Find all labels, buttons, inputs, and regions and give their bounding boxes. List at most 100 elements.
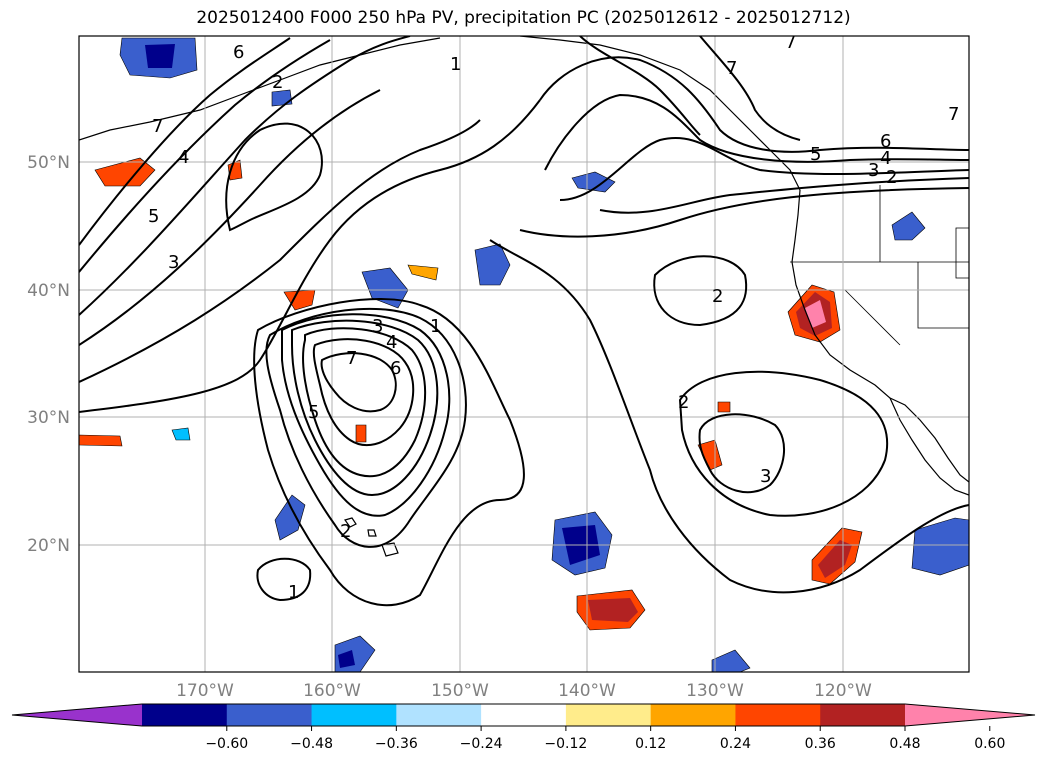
pv-contour-nw3 [79, 36, 411, 316]
contour-label: 3 [760, 466, 771, 487]
colorbar: −0.60 −0.48 −0.36 −0.24 −0.12 0.12 0.24 0.36 0.4… [11, 703, 1036, 752]
colorbar-extend-low [12, 704, 142, 726]
lon-label: 130°W [686, 681, 744, 701]
colorbar-ticks: −0.60 −0.48 −0.36 −0.24 −0.12 0.12 0.24 0.36 0.4… [205, 726, 1005, 752]
contour-label: 3 [868, 160, 879, 181]
colorbar-tick-label: 0.12 [635, 736, 666, 752]
contour-label: 4 [386, 332, 397, 353]
precip-pos-blob [407, 264, 439, 281]
contour-label: 7 [726, 58, 737, 79]
map-frame [78, 35, 970, 673]
colorbar-segment [481, 704, 567, 726]
pv-contour-nw4 [79, 89, 381, 346]
contour-label: 1 [288, 582, 299, 603]
contour-label: 6 [233, 42, 244, 63]
contour-label: 2 [886, 167, 897, 188]
contour-label: 7 [948, 104, 959, 125]
pv-contour-6 [312, 338, 415, 447]
colorbar-tick-label: −0.12 [544, 736, 587, 752]
lon-labels: 170°W 160°W 150°W 140°W 130°W 120°W [176, 681, 872, 701]
pv-contour-2a [653, 255, 748, 327]
grid-lines [79, 36, 969, 672]
pv-contour-top1 [579, 36, 701, 136]
contour-label: 2 [272, 72, 283, 93]
colorbar-tick-label: 0.24 [720, 736, 751, 752]
colorbar-tick-label: −0.60 [205, 736, 248, 752]
contour-label: 6 [390, 358, 401, 379]
pv-contour-e6 [489, 239, 969, 594]
colorbar-tick-label: −0.24 [460, 736, 503, 752]
precip-neg-blob [891, 211, 926, 241]
contour-label: 5 [308, 402, 319, 423]
contour-label: 3 [168, 252, 179, 273]
precip-neg-blob [274, 494, 306, 541]
contour-label: 7 [785, 32, 796, 53]
hawaii [344, 517, 399, 557]
pv-contour-2b [678, 370, 889, 517]
colorbar-segment [226, 704, 313, 726]
pv-contour-e5 [519, 187, 969, 238]
colorbar-fills [11, 703, 1036, 727]
pv-contour-1-south [256, 557, 312, 602]
pv-contour-loop [225, 122, 323, 232]
colorbar-tick-label: −0.36 [375, 736, 418, 752]
state-borders [790, 185, 969, 346]
west-coast [791, 189, 969, 496]
contour-label: 6 [880, 131, 891, 152]
colorbar-extend-high [905, 704, 1035, 726]
lat-label: 20°N [27, 536, 70, 556]
pv-contour-4 [291, 319, 439, 497]
colorbar-segment [311, 704, 397, 726]
contour-label: 3 [372, 316, 383, 337]
lon-label: 160°W [303, 681, 361, 701]
pv-contour-nw2 [79, 39, 331, 273]
colorbar-tick-label: −0.48 [290, 736, 333, 752]
pv-contour-e1 [539, 56, 969, 153]
pv-contour-3 [698, 413, 786, 494]
pv-contour-3 [281, 313, 451, 517]
colorbar-segment [142, 704, 228, 726]
pv-contour-e2 [544, 93, 969, 171]
pv-contour-1 [253, 298, 525, 607]
precip-neg-blob [474, 243, 511, 286]
pv-contour-7 [320, 352, 397, 413]
pv-contour-2 [265, 307, 467, 548]
colorbar-segment [565, 704, 652, 726]
precip-neg-blob [171, 427, 191, 441]
precip-pos-blob [79, 434, 123, 447]
lat-label: 30°N [27, 408, 70, 428]
pv-contour-top2 [699, 36, 801, 141]
contour-label: 4 [178, 147, 189, 168]
precip-neg-blob [711, 649, 751, 672]
coastlines [79, 36, 969, 557]
contour-label: 7 [346, 348, 357, 369]
precip-shading [79, 37, 969, 672]
contour-labels: 6 2 7 4 5 3 1 3 4 7 6 5 2 1 2 2 3 6 5 4 … [148, 32, 959, 603]
contour-label: 2 [340, 521, 351, 542]
colorbar-tick-label: 0.60 [974, 736, 1005, 752]
contour-label: 2 [678, 392, 689, 413]
contour-label: 5 [148, 206, 159, 227]
pv-contours [79, 36, 969, 607]
lon-label: 140°W [558, 681, 616, 701]
figure-title: 2025012400 F000 250 hPa PV, precipitatio… [196, 8, 851, 28]
colorbar-segment [396, 704, 482, 726]
lat-label: 40°N [27, 281, 70, 301]
contour-label: 1 [430, 316, 441, 337]
pv-contour-nw5 [79, 119, 481, 383]
map-area: 6 2 7 4 5 3 1 3 4 7 6 5 2 1 2 2 3 6 5 4 … [79, 32, 969, 672]
precip-pos-core2 [805, 300, 826, 328]
pv-contour-nw6 [79, 99, 541, 413]
contour-label: 4 [880, 148, 891, 169]
lat-labels: 50°N 40°N 30°N 20°N [27, 153, 70, 556]
lon-label: 120°W [814, 681, 872, 701]
precip-pos-blob [94, 157, 156, 187]
colorbar-segment [820, 704, 906, 726]
precip-neg-blob [911, 517, 969, 576]
precip-pos-core [588, 598, 638, 622]
lat-label: 50°N [27, 153, 70, 173]
baja-coast [889, 397, 969, 483]
colorbar-tick-label: 0.48 [889, 736, 920, 752]
colorbar-segment [650, 704, 736, 726]
